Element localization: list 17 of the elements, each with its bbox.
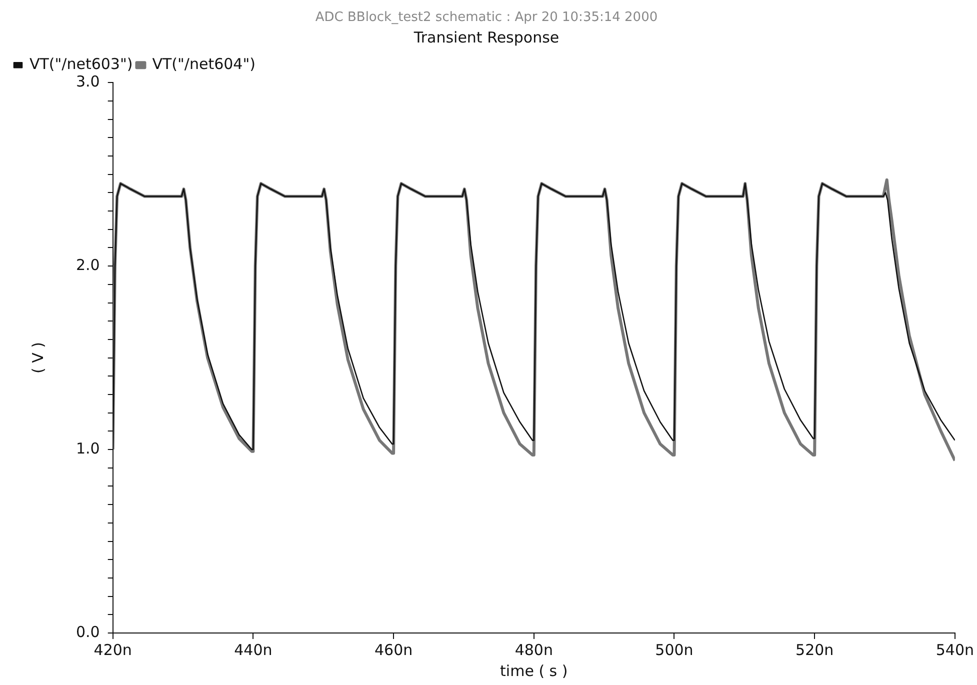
legend-label: VT("/net603") bbox=[30, 54, 133, 73]
chart-subtitle: Transient Response bbox=[412, 28, 560, 46]
x-tick-label: 440n bbox=[234, 640, 272, 659]
x-axis-title: time ( s ) bbox=[500, 662, 568, 680]
chart-title: ADC BBlock_test2 schematic : Apr 20 10:35:14 2000 bbox=[315, 10, 658, 26]
y-axis-title: ( V ) bbox=[28, 342, 47, 374]
y-tick-label: 1.0 bbox=[76, 439, 100, 458]
x-tick-label: 460n bbox=[374, 640, 413, 659]
x-tick-label: 500n bbox=[655, 640, 694, 659]
x-tick-label: 420n bbox=[94, 640, 132, 659]
y-tick-label: 0.0 bbox=[76, 622, 100, 641]
y-tick-label: 3.0 bbox=[76, 72, 100, 90]
x-tick-label: 520n bbox=[796, 640, 834, 659]
x-tick-label: 480n bbox=[514, 640, 553, 659]
legend-label: VT("/net604") bbox=[152, 54, 256, 73]
x-tick-label: 540n bbox=[936, 640, 974, 659]
y-tick-label: 2.0 bbox=[76, 256, 100, 274]
